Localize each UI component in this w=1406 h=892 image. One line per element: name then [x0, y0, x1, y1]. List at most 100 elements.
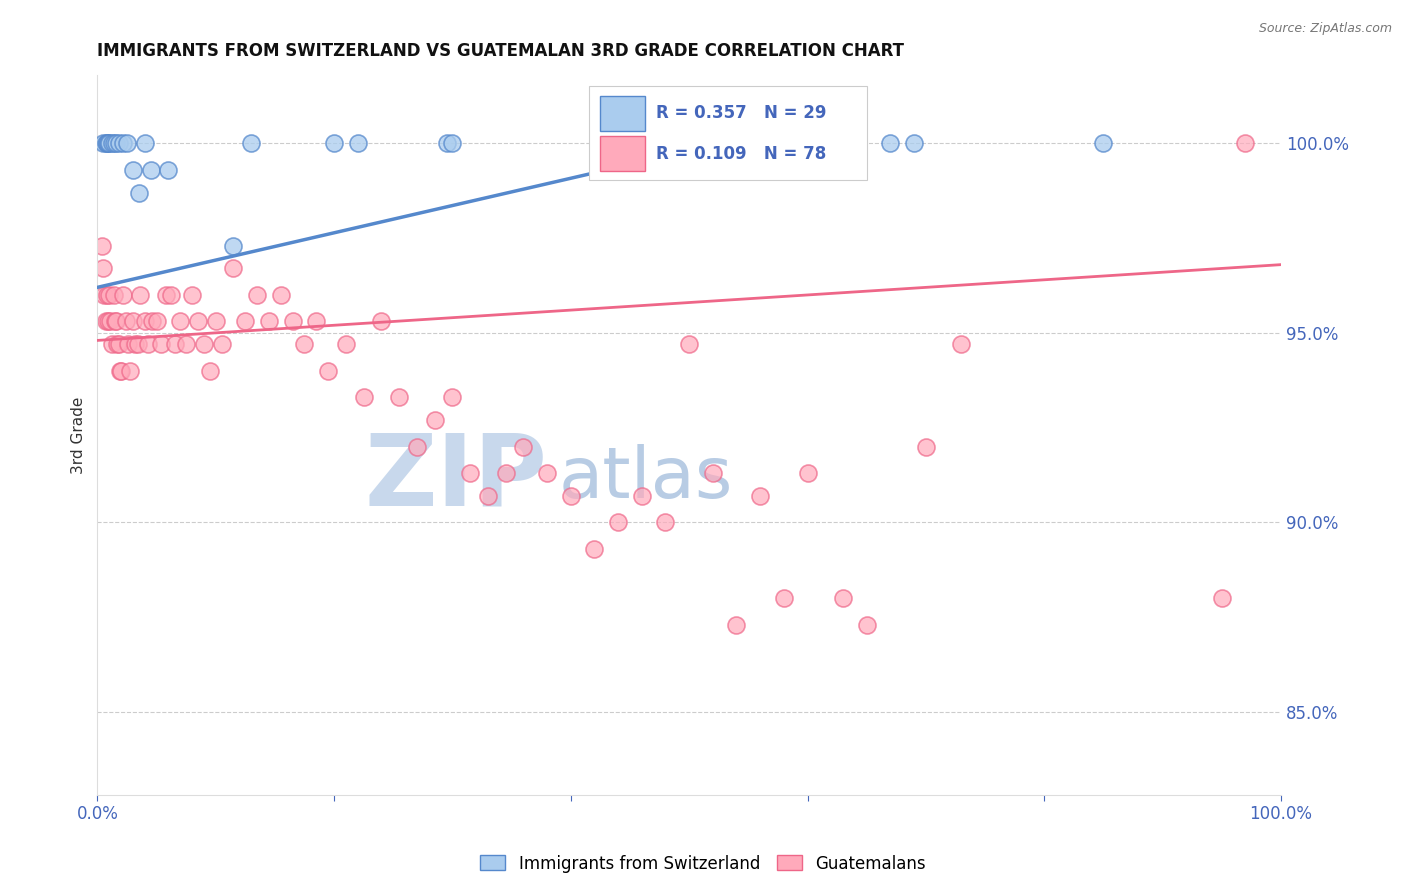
Point [107, 337, 129, 351]
Point [139, 162, 162, 177]
Point [145, 314, 167, 328]
Point [117, 337, 139, 351]
Point [198, 364, 221, 378]
Point [108, 364, 131, 378]
Point [134, 136, 156, 151]
Point [855, 617, 877, 632]
Point [406, 440, 429, 454]
Point [257, 314, 280, 328]
FancyBboxPatch shape [600, 96, 645, 130]
Point [121, 162, 143, 177]
Point [120, 364, 142, 378]
Point [458, 466, 481, 480]
Point [104, 314, 127, 328]
Point [388, 390, 411, 404]
Point [613, 136, 636, 151]
Point [233, 314, 256, 328]
Point [98, 314, 121, 328]
Point [121, 314, 143, 328]
Point [141, 314, 163, 328]
Point [94, 136, 117, 151]
Point [294, 337, 316, 351]
Point [246, 288, 269, 302]
Point [832, 591, 855, 605]
Point [127, 337, 149, 351]
Point [100, 136, 122, 151]
Point [98, 288, 121, 302]
Point [477, 489, 499, 503]
Point [94, 314, 117, 328]
Point [441, 390, 464, 404]
Point [222, 238, 245, 252]
Point [112, 136, 135, 151]
Point [193, 337, 215, 351]
Point [323, 136, 346, 151]
FancyBboxPatch shape [589, 86, 866, 179]
Point [165, 337, 187, 351]
Point [100, 337, 122, 351]
Point [97, 136, 120, 151]
Point [157, 162, 180, 177]
Point [583, 541, 606, 556]
Point [630, 489, 652, 503]
Point [159, 288, 181, 302]
Point [174, 337, 197, 351]
FancyBboxPatch shape [600, 136, 645, 171]
Point [1211, 591, 1233, 605]
Point [725, 617, 748, 632]
Text: atlas: atlas [560, 444, 734, 513]
Point [115, 136, 138, 151]
Point [110, 364, 132, 378]
Point [181, 288, 204, 302]
Point [97, 314, 120, 328]
Point [436, 136, 458, 151]
Point [124, 337, 146, 351]
Point [335, 337, 357, 351]
Point [772, 591, 794, 605]
Point [169, 314, 191, 328]
Point [105, 314, 128, 328]
Point [950, 337, 973, 351]
Point [678, 337, 700, 351]
Point [155, 288, 177, 302]
Point [136, 337, 159, 351]
Point [600, 136, 623, 151]
Point [441, 136, 464, 151]
Point [91, 238, 114, 252]
Point [915, 440, 938, 454]
Point [654, 516, 676, 530]
Point [240, 136, 263, 151]
Point [346, 136, 368, 151]
Y-axis label: 3rd Grade: 3rd Grade [72, 396, 86, 474]
Point [204, 314, 226, 328]
Point [187, 314, 209, 328]
Point [128, 186, 150, 200]
Point [903, 136, 925, 151]
Point [112, 288, 135, 302]
Point [678, 136, 700, 151]
Point [134, 314, 156, 328]
Point [796, 136, 818, 151]
Point [281, 314, 304, 328]
Point [796, 466, 818, 480]
Point [96, 136, 118, 151]
Point [353, 390, 375, 404]
Point [93, 288, 115, 302]
Point [560, 489, 582, 503]
Point [222, 261, 245, 276]
Point [1092, 136, 1115, 151]
Point [103, 288, 125, 302]
Point [105, 136, 128, 151]
Point [512, 440, 534, 454]
Point [1234, 136, 1257, 151]
Point [749, 489, 772, 503]
Point [316, 364, 339, 378]
Point [91, 261, 114, 276]
Point [91, 136, 114, 151]
Point [702, 466, 724, 480]
Point [98, 136, 121, 151]
Legend: Immigrants from Switzerland, Guatemalans: Immigrants from Switzerland, Guatemalans [474, 848, 932, 880]
Text: ZIP: ZIP [364, 430, 547, 527]
Point [129, 288, 152, 302]
Point [211, 337, 233, 351]
